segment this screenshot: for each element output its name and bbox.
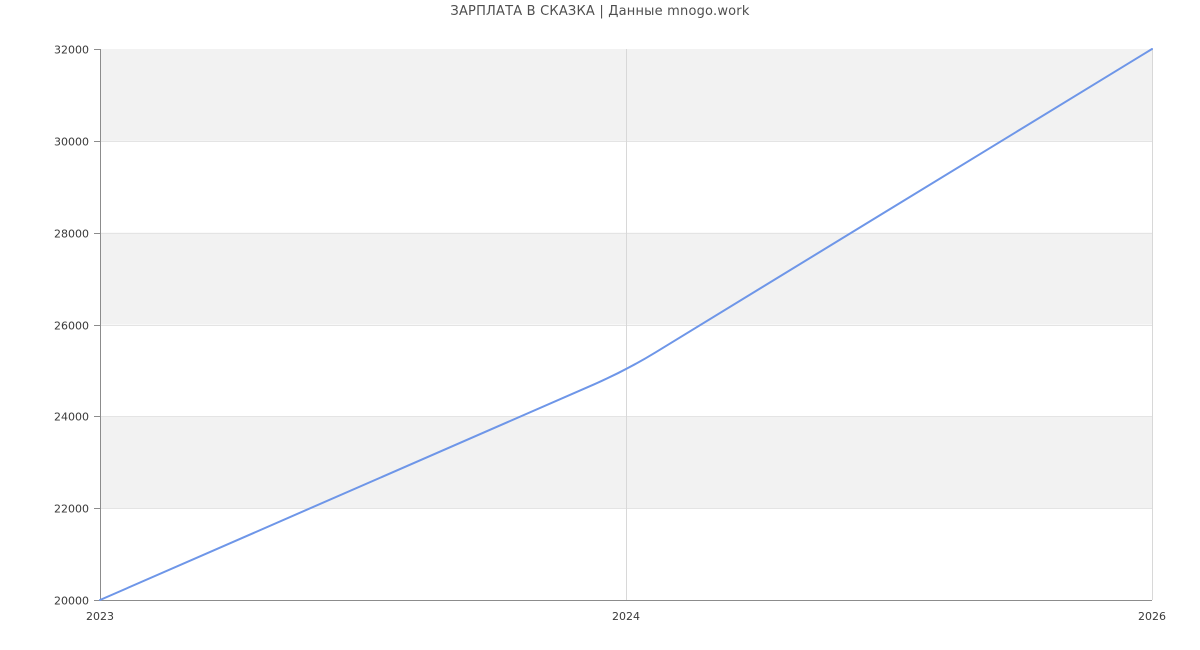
chart-title: ЗАРПЛАТА В СКАЗКА | Данные mnogo.work [450, 4, 750, 19]
y-axis-label: 20000 [54, 595, 89, 608]
y-axis-label: 32000 [54, 44, 89, 57]
y-axis-label: 24000 [54, 411, 89, 424]
y-axis-label: 22000 [54, 503, 89, 516]
y-axis-label: 30000 [54, 136, 89, 149]
series-line[interactable] [99, 48, 1153, 601]
x-axis-label: 2023 [86, 610, 114, 623]
x-axis-label: 2024 [612, 610, 640, 623]
y-axis-label: 26000 [54, 320, 89, 333]
x-axis-label: 2026 [1138, 610, 1166, 623]
y-axis-label: 28000 [54, 228, 89, 241]
